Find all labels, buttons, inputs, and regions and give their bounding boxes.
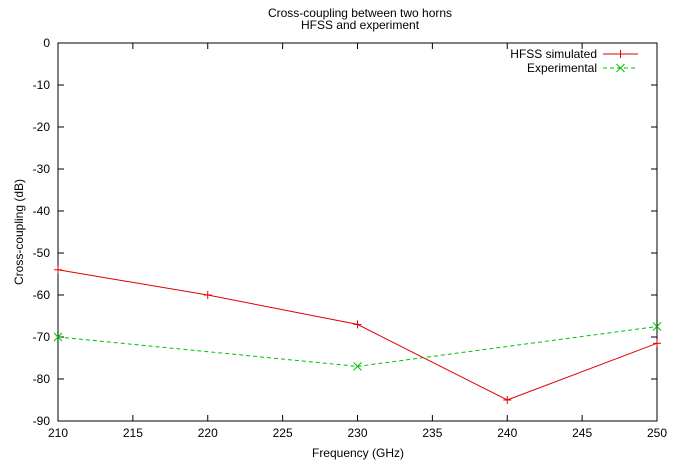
y-tick-label: -40 [33,204,51,218]
legend-marker-hfss-simulated [616,50,625,58]
x-tick-label: 225 [273,426,293,440]
data-point-hfss-simulated [54,265,62,274]
y-tick-label: -90 [33,414,51,428]
y-tick-label: -70 [33,330,51,344]
data-point-hfss-simulated [653,339,661,348]
series-line-hfss-simulated [57,269,658,401]
legend-marker-experimental [616,63,625,73]
x-tick-label: 240 [497,426,517,440]
data-point-experimental [53,332,63,342]
chart-title: Cross-coupling between two horns [268,6,452,20]
y-tick-label: -60 [33,288,51,302]
series-line-experimental [57,326,658,367]
x-axis-label: Frequency (GHz) [312,446,404,460]
data-point-hfss-simulated [353,320,362,329]
series-experimental [53,322,662,371]
data-point-experimental [353,362,362,371]
x-tick-label: 250 [647,426,667,440]
y-tick-label: -50 [33,246,51,260]
y-tick-label: -10 [33,78,51,92]
series-layer [53,265,662,404]
series-hfss-simulated [54,265,661,404]
legend-label-experimental: Experimental [527,61,597,75]
y-tick-label: 0 [43,36,50,50]
y-tick-label: -80 [33,372,51,386]
data-point-hfss-simulated [203,291,212,299]
axes-layer: 210 215 220 225 230 235 240 245 250 0 -10 -20 -30 -40… [33,36,668,440]
x-tick-label: 220 [198,426,218,440]
plot-frame [57,42,658,422]
y-tick-label: -20 [33,120,51,134]
legend-label-hfss-simulated: HFSS simulated [510,47,597,61]
y-axis-label: Cross-coupling (dB) [12,179,26,285]
y-tick-label: -30 [33,162,51,176]
data-point-experimental [652,322,662,331]
x-tick-label: 235 [422,426,442,440]
x-tick-label: 245 [572,426,592,440]
data-point-hfss-simulated [503,396,512,404]
x-tick-label: 230 [347,426,367,440]
x-tick-label: 215 [123,426,143,440]
chart-subtitle: HFSS and experiment [301,18,420,32]
x-tick-label: 210 [48,426,68,440]
